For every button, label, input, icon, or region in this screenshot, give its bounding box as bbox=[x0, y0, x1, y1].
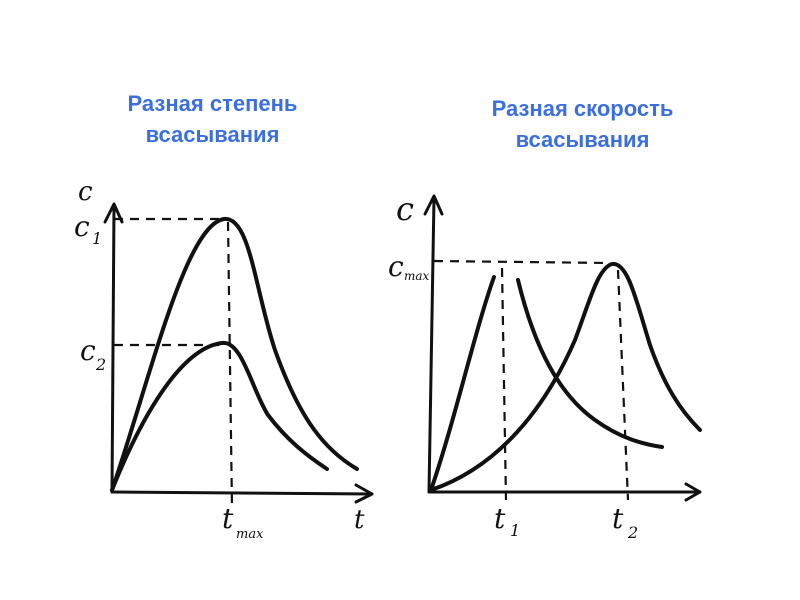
left-title-line-1: Разная степень bbox=[127, 91, 298, 116]
left-c1-subscript: 1 bbox=[92, 229, 102, 248]
right-curve-fast-decay bbox=[516, 278, 664, 449]
left-x-axis bbox=[110, 483, 374, 504]
right-y-axis bbox=[423, 194, 444, 494]
right-curve-slow bbox=[429, 262, 702, 492]
left-c1-label: c bbox=[74, 210, 90, 243]
right-title-line-2: всасывания bbox=[515, 127, 650, 152]
left-x-axis-label: t bbox=[354, 505, 365, 535]
left-curve-low bbox=[110, 340, 329, 492]
right-t2-guide bbox=[616, 269, 630, 501]
right-t1-guide bbox=[500, 267, 508, 501]
right-cmax-guide bbox=[433, 259, 611, 265]
left-curve-high bbox=[110, 217, 359, 492]
right-x-axis bbox=[427, 482, 702, 502]
right-t1-subscript: 1 bbox=[510, 521, 520, 540]
right-t2-subscript: 2 bbox=[627, 523, 638, 542]
right-cmax-subscript: max bbox=[404, 269, 430, 283]
left-tmax-label: t bbox=[222, 502, 234, 535]
left-diagram-title: Разная степень всасывания bbox=[80, 88, 345, 150]
left-title-line-2: всасывания bbox=[145, 122, 280, 147]
left-c2-subscript: 2 bbox=[95, 355, 106, 374]
right-title-line-1: Разная скорость bbox=[491, 96, 674, 121]
right-diagram: c c max t 1 t 2 bbox=[388, 190, 702, 542]
left-tmax-guide bbox=[226, 221, 234, 509]
right-curve-fast-rise bbox=[429, 275, 496, 492]
right-diagram-title: Разная скорость всасывания bbox=[450, 93, 715, 155]
right-t2-label: t bbox=[612, 502, 624, 535]
left-y-axis bbox=[103, 202, 124, 494]
right-t1-label: t bbox=[494, 502, 506, 535]
right-y-axis-label: c bbox=[396, 190, 414, 228]
right-cmax-label: c bbox=[388, 250, 404, 283]
left-tmax-subscript: max bbox=[236, 527, 264, 542]
left-y-axis-label: c bbox=[78, 177, 93, 207]
left-c2-label: c bbox=[80, 334, 96, 367]
left-diagram: c t c 1 c 2 t max bbox=[74, 177, 374, 542]
